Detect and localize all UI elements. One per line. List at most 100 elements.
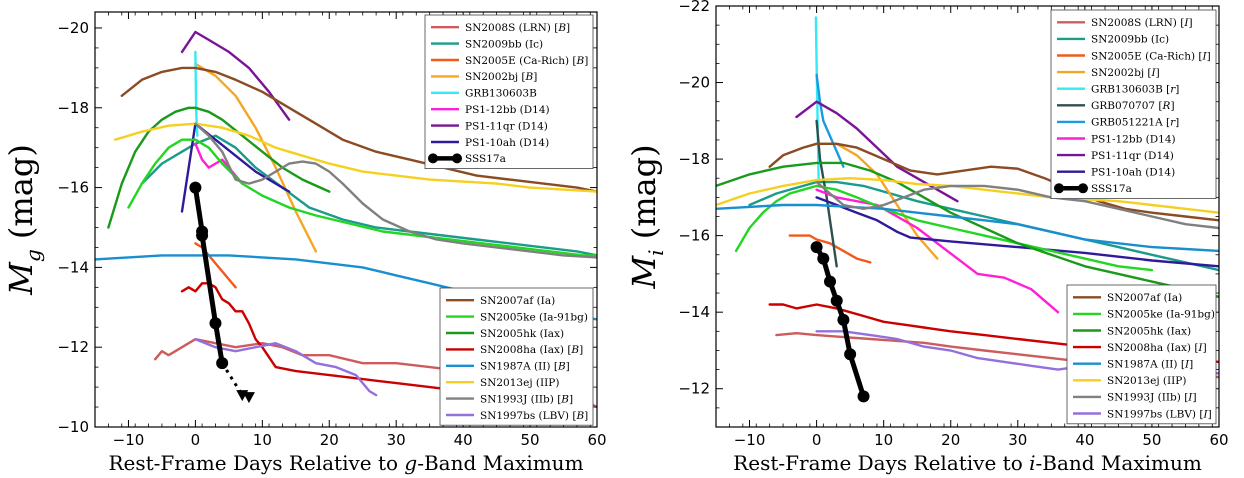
legend-label: SN1987A (II) [I]: [1107, 359, 1193, 371]
x-tick-label: 50: [1142, 431, 1161, 449]
legend-label: SN2005hk (Iax): [1107, 325, 1191, 337]
sss17a-point: [844, 348, 857, 361]
series-line-6: [180, 30, 291, 121]
legend-label: PS1-10ah (D14): [1091, 167, 1175, 179]
legend-label: SN2005hk (Iax): [480, 328, 564, 340]
series-line-15: [194, 338, 378, 397]
legend-label: SN2008S (LRN) [I]: [1091, 17, 1193, 29]
series-line-15: [716, 176, 1219, 214]
legend-label: PS1-10ah (D14): [465, 137, 549, 149]
y-axis-label: Mg (mag): [2, 144, 45, 296]
sss17a-point: [189, 181, 202, 194]
legend-label: SN1993J (IIb) [B]: [480, 393, 573, 405]
legend-label: SN1987A (II) [B]: [480, 361, 570, 373]
legend-label: SN2002bj [I]: [1091, 67, 1160, 79]
legend-label: SN2005E (Ca-Rich) [B]: [465, 55, 588, 67]
series-line-14: [194, 122, 597, 259]
series-line-11: [180, 282, 532, 405]
y-tick-label: −14: [57, 258, 89, 276]
legend-bottom: SN2007af (Ia) SN2005ke (Ia-91bg) SN2005hk …: [1066, 284, 1217, 425]
legend-label: SSS17a: [465, 153, 506, 165]
legend-label: SN2005E (Ca-Rich) [I]: [1091, 50, 1211, 62]
series-line-10: [768, 142, 1219, 222]
x-axis-label: Rest-Frame Days Relative to g-Band Maxim…: [108, 451, 583, 475]
legend-label: SN2008S (LRN) [B]: [465, 22, 570, 34]
sss17a-point: [830, 294, 843, 307]
legend-label: SN2009bb (Ic): [465, 38, 543, 50]
legend-label: SN1997bs (LBV) [I]: [1107, 408, 1212, 420]
series-line-2: [788, 234, 872, 264]
legend-label: GRB130603B [r]: [1091, 84, 1179, 96]
sss17a-point: [810, 241, 823, 254]
x-tick-label: 50: [521, 431, 540, 449]
series-line-8: [120, 66, 597, 193]
legend-marker: [452, 153, 462, 164]
legend-marker: [1078, 183, 1088, 194]
series-line-4: [814, 16, 820, 180]
legend-label: GRB070707 [R]: [1091, 100, 1175, 112]
legend-label: SN2008ha (Iax) [B]: [480, 344, 583, 356]
upper-limit-marker: [242, 392, 255, 404]
legend-label: SN1997bs (LBV) [B]: [480, 410, 588, 422]
legend-label: SN2007af (Ia): [1107, 292, 1182, 304]
legend-label: PS1-12bb (D14): [465, 104, 550, 116]
x-tick-label: 10: [874, 431, 893, 449]
x-tick-label: −10: [734, 431, 766, 449]
legend-top: SN2008S (LRN) [B] SN2009bb (Ic) SN2005E (C…: [424, 14, 594, 170]
legend-label: SSS17a: [1091, 183, 1132, 195]
y-tick-label: −18: [678, 150, 710, 168]
series-line-9: [127, 138, 597, 257]
series-line-16: [815, 180, 1219, 230]
x-tick-label: 0: [191, 431, 201, 449]
legend-label: GRB130603B: [465, 88, 537, 100]
y-axis-label: Mi (mag): [625, 144, 668, 289]
axes-frame: [94, 11, 598, 428]
y-tick-label: −10: [57, 418, 89, 436]
legend-label: SN2009bb (Ic): [1091, 34, 1169, 46]
x-tick-label: 30: [387, 431, 406, 449]
legend-label: PS1-11qr (D14): [465, 120, 548, 132]
series-line-3: [194, 62, 318, 253]
legend-marker: [428, 153, 438, 164]
legend-box: [439, 287, 594, 426]
plot-area: [716, 16, 1219, 403]
legend-label: GRB051221A [r]: [1091, 117, 1179, 129]
series-line-11: [734, 184, 1154, 272]
series-line-10: [107, 106, 331, 229]
y-tick-label: −16: [678, 227, 710, 245]
legend-label: PS1-11qr (D14): [1091, 150, 1174, 162]
legend-label: PS1-12bb (D14): [1091, 133, 1176, 145]
legend-label: SN2007af (Ia): [480, 295, 555, 307]
legend-top: SN2008S (LRN) [I] SN2009bb (Ic) SN2005E (C…: [1050, 9, 1217, 200]
y-tick-label: −20: [57, 19, 89, 37]
sss17a-point: [209, 317, 222, 330]
legend-marker: [1054, 183, 1064, 194]
series-line-7: [815, 188, 1060, 314]
sss17a-point: [817, 252, 830, 265]
series-line-9: [815, 196, 1219, 268]
panel-i-band: −10 0 10 20 30 40 50 60 −12 −14 −16 −18 −20 −22 Rest-F…: [625, 0, 1229, 475]
legend-label: SN2008ha (Iax) [I]: [1107, 342, 1207, 354]
x-tick-label: 60: [587, 431, 606, 449]
legend-label: SN2005ke (Ia-91bg): [480, 311, 588, 323]
x-tick-label: 60: [1209, 431, 1228, 449]
x-axis-label: Rest-Frame Days Relative to i-Band Maxim…: [733, 451, 1202, 475]
y-tick-label: −18: [57, 99, 89, 117]
x-tick-label: 30: [1008, 431, 1027, 449]
series-line-16: [192, 185, 225, 366]
sss17a-point: [196, 229, 209, 242]
x-tick-label: −10: [113, 431, 145, 449]
x-tick-label: 40: [454, 431, 473, 449]
legend-box: [1066, 284, 1217, 425]
legend-label: SN2005ke (Ia-91bg): [1107, 309, 1215, 321]
legend-label: SN2002bj [B]: [465, 71, 537, 83]
series-line-2: [194, 242, 237, 289]
upper-limit-path: [220, 362, 244, 396]
legend-label: SN2013ej (IIP): [480, 377, 559, 389]
y-tick-label: −20: [678, 74, 710, 92]
legend-bottom: SN2007af (Ia) SN2005ke (Ia-91bg) SN2005hk …: [439, 287, 594, 426]
sss17a-point: [857, 390, 870, 403]
series-line-14: [716, 203, 1219, 253]
series-line-12: [716, 161, 1219, 299]
x-tick-label: 10: [253, 431, 272, 449]
